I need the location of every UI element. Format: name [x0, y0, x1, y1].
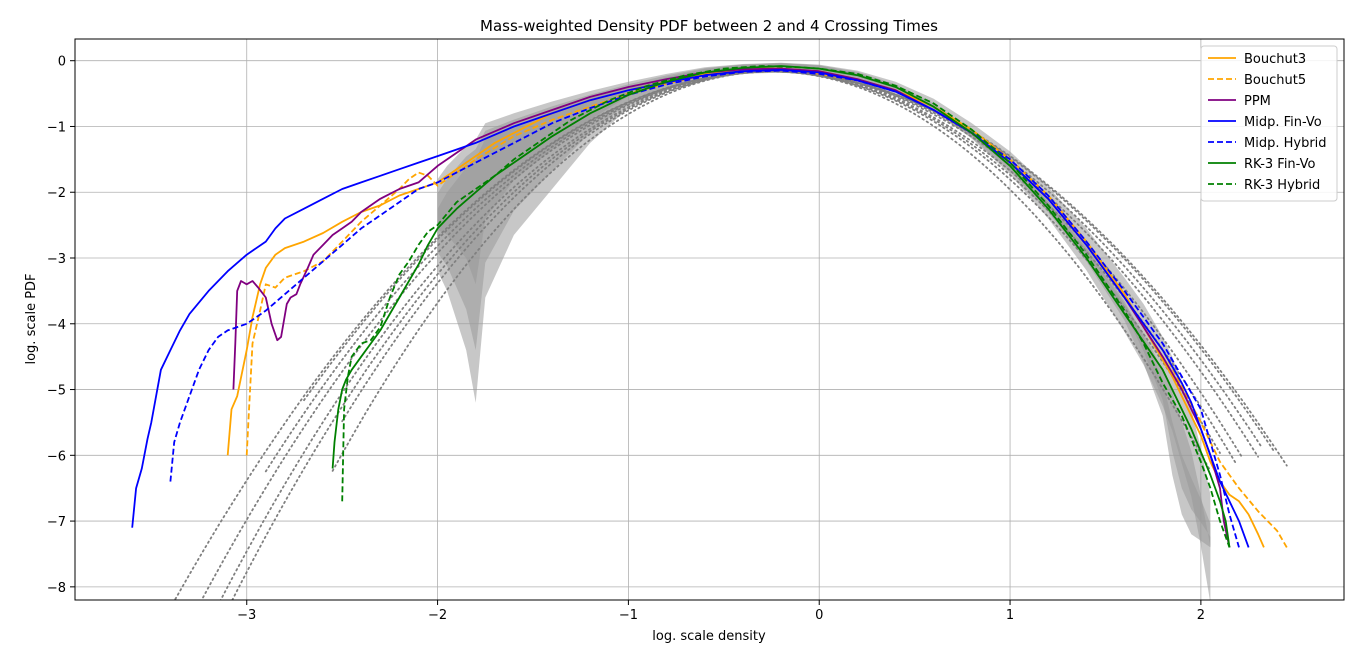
plot-frame — [74, 38, 1345, 601]
y-tick-label: −5 — [47, 384, 66, 399]
legend-label: Bouchut3 — [1244, 52, 1306, 67]
dotted-reference-curves — [173, 70, 1288, 600]
x-tick-label: −1 — [619, 608, 638, 623]
x-tick-label: 2 — [1197, 608, 1205, 623]
y-tick-label: −3 — [47, 252, 66, 267]
x-tick-label: 0 — [815, 608, 823, 623]
y-tick-label: −1 — [47, 120, 66, 135]
y-tick-label: −2 — [47, 186, 66, 201]
x-tick-label: −3 — [237, 608, 256, 623]
dotted-reference-curve — [264, 70, 1263, 473]
series-line-midp-fin-vo — [131, 69, 1250, 548]
series-line-midp-hybrid — [169, 69, 1240, 548]
legend-label: Bouchut5 — [1244, 73, 1306, 88]
x-tick-label: −2 — [428, 608, 447, 623]
series-line-rk-3-hybrid — [341, 65, 1231, 548]
dotted-reference-curve — [173, 70, 1288, 600]
legend-label: PPM — [1244, 94, 1271, 109]
dotted-reference-curve — [331, 70, 1212, 472]
x-axis: −3 −2 −1 0 1 2 — [237, 600, 1205, 623]
legend-label: Midp. Fin-Vo — [1244, 115, 1322, 130]
x-axis-label: log. scale density — [652, 629, 766, 644]
y-tick-label: −6 — [47, 449, 66, 464]
legend: Bouchut3 Bouchut5 PPM Midp. Fin-Vo Midp. Hyb… — [1200, 45, 1338, 202]
y-axis: 0 −1 −2 −3 −4 −5 −6 −7 −8 — [47, 55, 75, 596]
y-tick-label: −7 — [47, 515, 66, 530]
x-tick-label: 1 — [1006, 608, 1014, 623]
y-tick-label: −8 — [47, 581, 66, 596]
legend-label: Midp. Hybrid — [1244, 136, 1327, 151]
y-axis-label: log. scale PDF — [24, 273, 39, 364]
legend-label: RK-3 Fin-Vo — [1244, 157, 1315, 172]
chart-title: Mass-weighted Density PDF between 2 and … — [480, 17, 938, 35]
series-lines — [131, 65, 1288, 548]
series-line-rk-3-fin-vo — [331, 65, 1231, 548]
legend-label: RK-3 Hybrid — [1244, 178, 1320, 193]
y-tick-label: 0 — [58, 55, 66, 70]
dotted-reference-curve — [219, 70, 1244, 600]
y-tick-label: −4 — [47, 318, 66, 333]
